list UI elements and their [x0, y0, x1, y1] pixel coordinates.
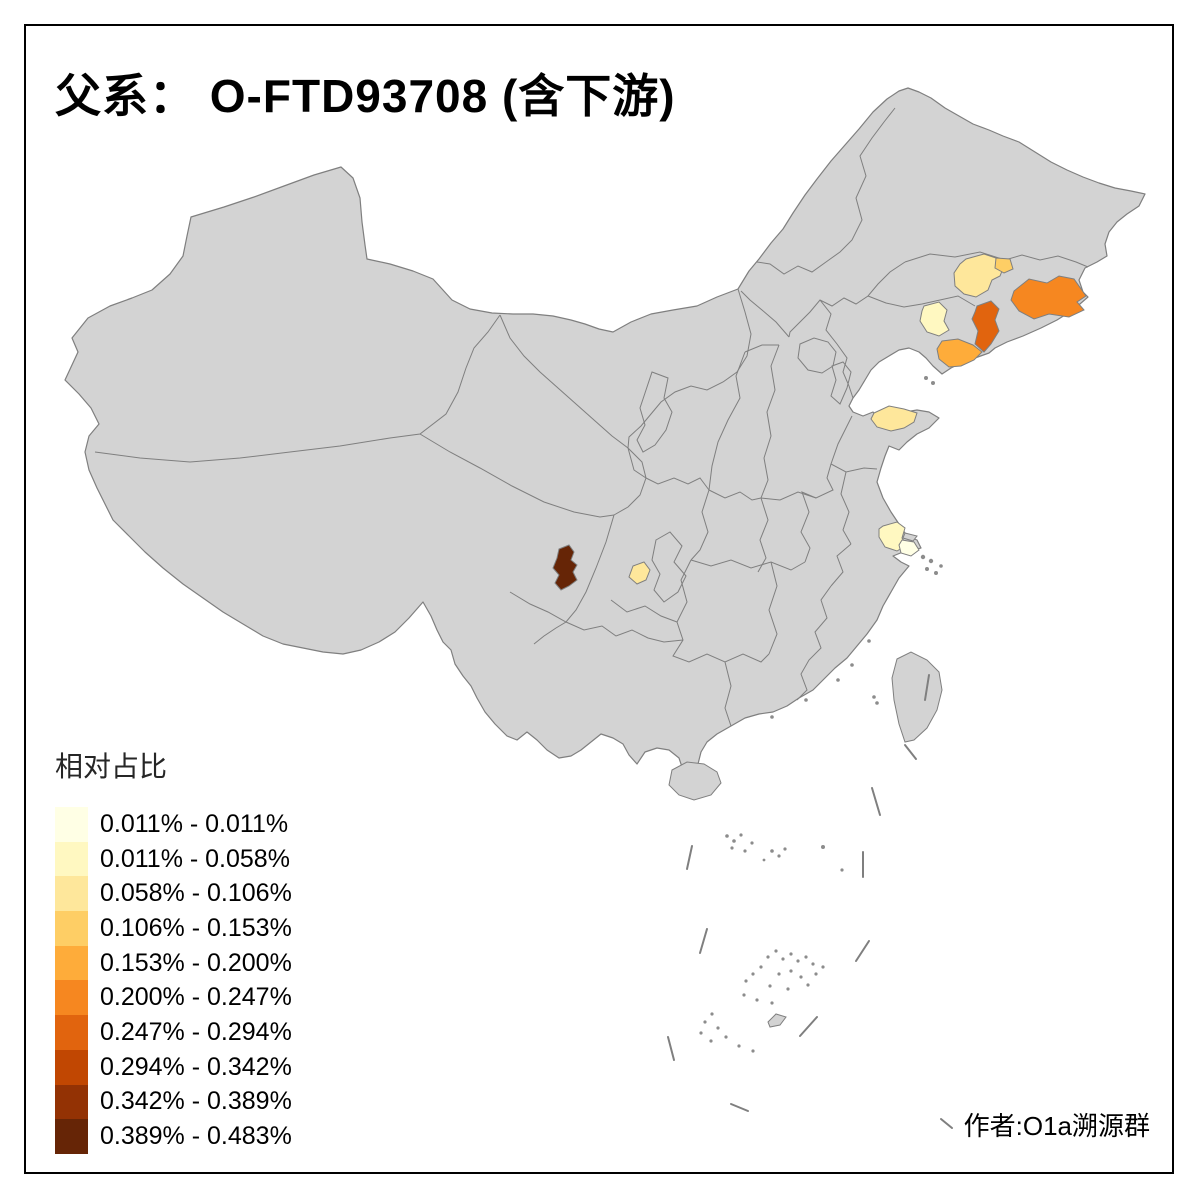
legend-label: 0.011% - 0.058%	[100, 844, 290, 873]
legend-swatch	[55, 1015, 88, 1050]
author-credit: 作者:O1a溯源群	[963, 1111, 1150, 1141]
province-borders	[94, 107, 1089, 727]
legend-label: 0.247% - 0.294%	[100, 1017, 292, 1046]
legend-label: 0.058% - 0.106%	[100, 879, 292, 908]
legend-swatch	[55, 807, 88, 842]
legend-label: 0.389% - 0.483%	[100, 1122, 292, 1151]
legend-label: 0.294% - 0.342%	[100, 1052, 292, 1081]
legend-swatch	[55, 980, 88, 1016]
legend-row: 0.106% - 0.153%	[55, 911, 292, 946]
region-shandong-peninsula	[870, 405, 918, 432]
legend-swatch	[55, 876, 88, 912]
mainland-china-landmass	[64, 87, 1146, 775]
legend-label: 0.200% - 0.247%	[100, 983, 292, 1012]
region-central-liaoning	[919, 301, 950, 337]
legend-rows: 0.011% - 0.011% 0.011% - 0.058% 0.058% - 0…	[55, 807, 292, 1154]
legend-title: 相对占比	[55, 751, 168, 782]
legend-row: 0.389% - 0.483%	[55, 1119, 292, 1154]
legend-swatch	[55, 911, 88, 946]
legend-swatch	[55, 1084, 88, 1120]
spratly-large-island	[767, 1013, 787, 1028]
taiwan-island	[891, 651, 943, 743]
legend-label: 0.342% - 0.389%	[100, 1087, 292, 1116]
legend-row: 0.011% - 0.011%	[55, 807, 292, 842]
region-dandong	[971, 300, 1000, 353]
legend-swatch	[55, 1049, 88, 1085]
legend-label: 0.011% - 0.011%	[100, 809, 289, 838]
region-dalian	[936, 338, 983, 368]
legend-row: 0.342% - 0.389%	[55, 1084, 292, 1120]
legend-swatch	[55, 1119, 88, 1154]
legend-swatch	[55, 841, 88, 877]
highlighted-regions	[552, 253, 1087, 591]
legend-row: 0.011% - 0.058%	[55, 841, 292, 877]
hainan-island	[668, 761, 722, 801]
region-east-jilin-yanbian	[1010, 275, 1087, 320]
legend: 相对占比 0.011% - 0.011% 0.011% - 0.058% 0.058…	[55, 745, 292, 1154]
legend-row: 0.058% - 0.106%	[55, 876, 292, 912]
legend-label: 0.153% - 0.200%	[100, 948, 292, 977]
legend-row: 0.247% - 0.294%	[55, 1015, 292, 1050]
legend-row: 0.294% - 0.342%	[55, 1049, 292, 1085]
region-west-sichuan	[552, 544, 578, 591]
nine-dash-line	[667, 674, 953, 1129]
chongming-island	[902, 532, 918, 542]
region-jilin-city	[994, 257, 1014, 274]
legend-label: 0.106% - 0.153%	[100, 913, 292, 942]
page-title: 父系： O-FTD93708 (含下游)	[55, 70, 676, 122]
legend-swatch	[55, 945, 88, 981]
region-shanghai	[898, 539, 920, 557]
legend-row: 0.200% - 0.247%	[55, 980, 292, 1016]
south-china-sea-islands	[699, 376, 943, 1053]
region-south-sichuan	[628, 561, 651, 585]
legend-row: 0.153% - 0.200%	[55, 945, 292, 981]
